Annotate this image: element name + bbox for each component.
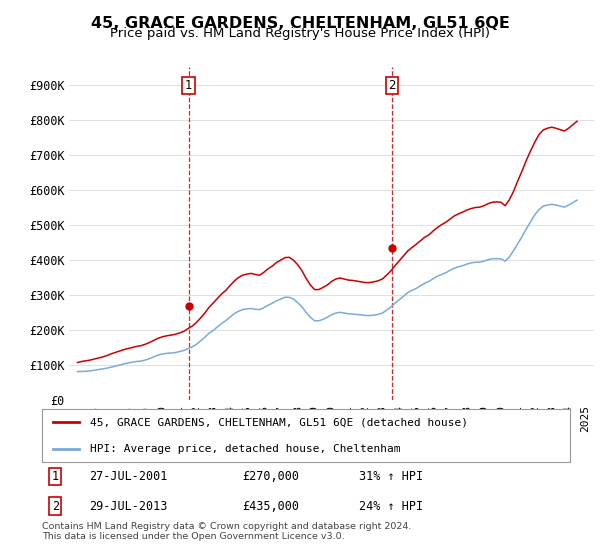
Text: 29-JUL-2013: 29-JUL-2013 — [89, 500, 168, 513]
Text: HPI: Average price, detached house, Cheltenham: HPI: Average price, detached house, Chel… — [89, 444, 400, 454]
Text: Price paid vs. HM Land Registry's House Price Index (HPI): Price paid vs. HM Land Registry's House … — [110, 27, 490, 40]
Text: This data is licensed under the Open Government Licence v3.0.: This data is licensed under the Open Gov… — [42, 532, 344, 541]
Text: 1: 1 — [185, 79, 193, 92]
Text: £435,000: £435,000 — [242, 500, 299, 513]
Text: 45, GRACE GARDENS, CHELTENHAM, GL51 6QE: 45, GRACE GARDENS, CHELTENHAM, GL51 6QE — [91, 16, 509, 31]
Text: 45, GRACE GARDENS, CHELTENHAM, GL51 6QE (detached house): 45, GRACE GARDENS, CHELTENHAM, GL51 6QE … — [89, 417, 467, 427]
Text: Contains HM Land Registry data © Crown copyright and database right 2024.: Contains HM Land Registry data © Crown c… — [42, 522, 412, 531]
Text: 31% ↑ HPI: 31% ↑ HPI — [359, 470, 423, 483]
Text: £270,000: £270,000 — [242, 470, 299, 483]
Text: 2: 2 — [388, 79, 395, 92]
Text: 1: 1 — [52, 470, 59, 483]
Text: 24% ↑ HPI: 24% ↑ HPI — [359, 500, 423, 513]
Text: 27-JUL-2001: 27-JUL-2001 — [89, 470, 168, 483]
Text: 2: 2 — [52, 500, 59, 513]
